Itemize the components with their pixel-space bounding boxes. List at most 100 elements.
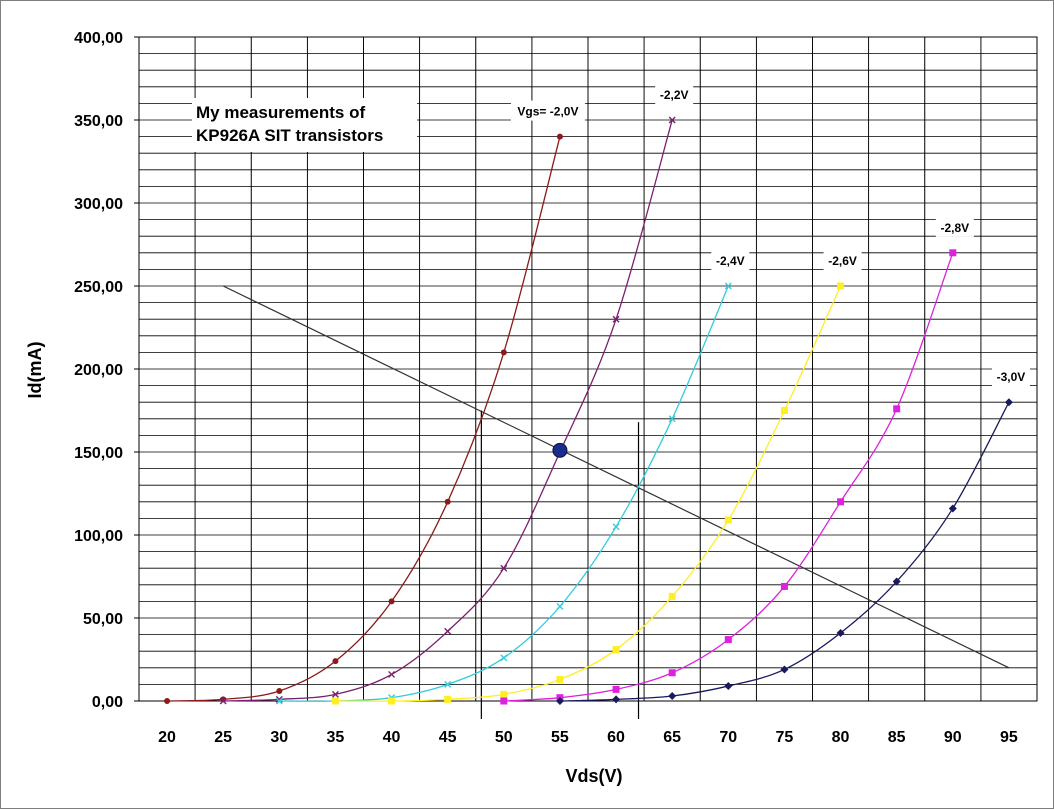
- x-tick-label: 90: [944, 729, 962, 746]
- data-point: [780, 665, 789, 674]
- annotation-line-1: My measurements of: [196, 103, 365, 122]
- x-tick-label: 30: [270, 729, 288, 746]
- x-tick-label: 50: [495, 729, 513, 746]
- x-tick-label: 80: [832, 729, 850, 746]
- data-point: [612, 685, 620, 693]
- y-tick-label: 300,00: [74, 196, 123, 213]
- data-point: [837, 498, 845, 506]
- y-tick-labels: 0,00 50,00 100,00 150,00 200,00 250,00 300,00 3…: [74, 30, 139, 711]
- data-point: [388, 598, 395, 605]
- data-point: [724, 636, 732, 644]
- x-axis-title: Vds(V): [565, 766, 622, 786]
- data-point: [555, 697, 564, 705]
- data-point: [275, 697, 283, 705]
- y-tick-label: 200,00: [74, 362, 123, 379]
- series-label-box: [991, 366, 1030, 387]
- x-tick-label: 95: [1000, 729, 1018, 746]
- data-point: [276, 688, 283, 695]
- series-labels: Vgs= -2,0V -2,2V -2,4V -2,6V -2,8V -3,0V: [510, 84, 1030, 387]
- series-label: -2,4V: [716, 254, 745, 268]
- data-point: [500, 690, 508, 698]
- annotation-box: [192, 98, 417, 152]
- data-point: [556, 133, 563, 140]
- x-tick-label: 75: [776, 729, 794, 746]
- x-tick-label: 40: [383, 729, 401, 746]
- x-tick-labels: 20 25 30 35 40 45 50 55 60 65 70 75 80 85 90 95: [158, 729, 1018, 746]
- data-point: [1004, 398, 1013, 407]
- annotation-line-2: KP926A SIT transistors: [196, 126, 383, 145]
- data-point: [556, 675, 564, 683]
- curves: [164, 116, 1013, 705]
- series-label-box: [823, 250, 862, 270]
- data-point: [500, 654, 508, 662]
- operating-point: [552, 442, 568, 458]
- data-point: [724, 682, 733, 691]
- series-label-box: [711, 250, 750, 270]
- data-point: [388, 670, 396, 678]
- data-point: [388, 697, 396, 705]
- data-point: [892, 577, 901, 586]
- data-point: [219, 697, 227, 705]
- data-point: [893, 405, 901, 413]
- data-point: [668, 592, 676, 600]
- data-point: [444, 627, 452, 635]
- series-5: [555, 398, 1013, 705]
- data-point: [612, 646, 620, 654]
- x-tick-label: 85: [888, 729, 906, 746]
- y-tick-label: 350,00: [74, 113, 123, 130]
- x-tick-label: 65: [663, 729, 681, 746]
- data-point: [780, 582, 788, 590]
- y-tick-label: 400,00: [74, 30, 123, 47]
- data-point: [612, 695, 621, 704]
- series-label-box: [655, 84, 694, 104]
- data-point: [724, 282, 732, 290]
- data-point: [949, 249, 957, 257]
- series-label: -3,0V: [997, 370, 1026, 384]
- y-tick-label: 50,00: [83, 611, 123, 628]
- series-label: -2,8V: [940, 221, 969, 235]
- y-tick-label: 0,00: [92, 694, 123, 711]
- data-point: [500, 564, 508, 572]
- x-tick-label: 25: [214, 729, 232, 746]
- y-tick-label: 150,00: [74, 445, 123, 462]
- data-point: [948, 504, 957, 513]
- x-tick-label: 20: [158, 729, 176, 746]
- data-point: [612, 315, 620, 323]
- y-tick-label: 100,00: [74, 528, 123, 545]
- data-point: [444, 680, 452, 688]
- data-point: [332, 658, 339, 665]
- load-line: [222, 285, 1010, 669]
- x-tick-label: 55: [551, 729, 569, 746]
- series-label-box: [510, 100, 585, 121]
- series-label-box: [935, 216, 974, 237]
- data-point: [556, 602, 564, 610]
- series-label: -2,6V: [828, 254, 857, 268]
- load-line-group: [222, 285, 1010, 719]
- y-tick-label: 250,00: [74, 279, 123, 296]
- data-point: [668, 116, 676, 124]
- series-1: [219, 116, 676, 705]
- data-point: [500, 697, 508, 705]
- data-point: [612, 523, 620, 531]
- series-line: [559, 401, 1010, 702]
- series-label: -2,2V: [660, 88, 689, 102]
- data-point: [444, 695, 452, 703]
- data-point: [836, 628, 845, 637]
- x-tick-label: 60: [607, 729, 625, 746]
- data-point: [724, 516, 732, 524]
- y-axis-title: Id(mA): [25, 342, 45, 399]
- data-point: [668, 692, 677, 701]
- data-point: [500, 349, 507, 356]
- data-point: [331, 697, 339, 705]
- series-3: [331, 282, 845, 705]
- x-tick-label: 45: [439, 729, 457, 746]
- data-point: [780, 407, 788, 414]
- x-tick-label: 35: [327, 729, 345, 746]
- series-label: Vgs= -2,0V: [517, 105, 578, 119]
- data-point: [668, 415, 676, 423]
- series-0: [164, 133, 563, 704]
- data-point: [164, 698, 171, 704]
- data-point: [331, 690, 339, 698]
